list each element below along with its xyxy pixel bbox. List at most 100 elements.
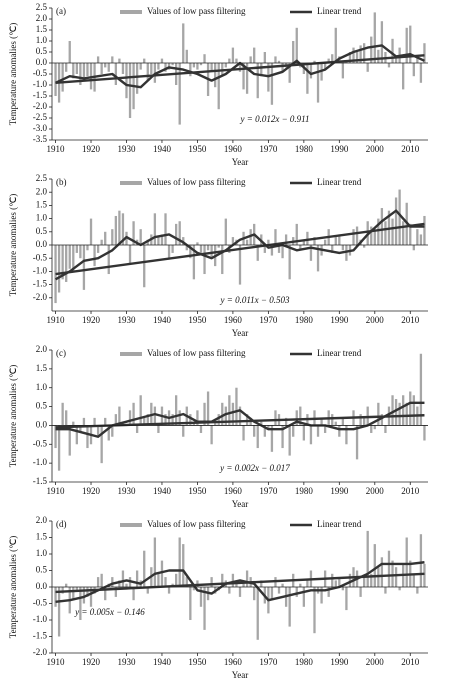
- bar: [238, 63, 242, 72]
- x-tick-label: 2010: [401, 144, 420, 154]
- bar: [402, 63, 405, 90]
- bar: [348, 52, 352, 63]
- bar: [89, 218, 93, 245]
- bar: [196, 410, 199, 426]
- y-tick-label: 2.0: [36, 13, 48, 23]
- bar: [104, 63, 107, 68]
- x-tick-label: 2010: [401, 486, 420, 496]
- bar: [377, 49, 380, 63]
- bar: [164, 577, 167, 587]
- equation: y = 0.011x − 0.503: [220, 295, 290, 305]
- y-tick-label: -1.5: [33, 279, 48, 289]
- y-tick-label: -1.5: [33, 631, 48, 641]
- y-tick-label: -2.0: [33, 292, 48, 302]
- x-tick-label: 1920: [82, 144, 101, 154]
- bar: [231, 573, 235, 587]
- bar: [192, 63, 196, 68]
- bar: [143, 58, 146, 63]
- x-tick-label: 1980: [295, 144, 314, 154]
- x-tick-label: 1910: [47, 144, 66, 154]
- bar: [387, 63, 391, 68]
- y-tick-label: 1.0: [36, 35, 48, 45]
- y-tick-label: 1.5: [36, 363, 48, 373]
- bar: [416, 229, 419, 245]
- bar: [128, 63, 132, 118]
- bar: [100, 63, 103, 74]
- x-tick-label: 1990: [330, 315, 349, 325]
- bar: [323, 425, 327, 433]
- bar: [139, 229, 142, 245]
- bar: [423, 43, 426, 63]
- bar: [203, 245, 206, 275]
- x-tick-label: 1930: [117, 657, 136, 667]
- bar: [96, 577, 100, 587]
- bar: [189, 245, 192, 259]
- panel-label: (a): [56, 6, 66, 16]
- bar: [182, 425, 185, 437]
- bar: [93, 417, 96, 426]
- x-tick-label: 1920: [82, 486, 101, 496]
- bar: [121, 213, 125, 245]
- bar: [157, 425, 160, 433]
- bar: [366, 530, 369, 587]
- bar: [150, 63, 153, 74]
- x-tick-label: 1940: [153, 315, 172, 325]
- bar: [174, 395, 178, 426]
- x-tick-label: 1960: [224, 657, 243, 667]
- bar: [79, 587, 82, 620]
- legend-label: Values of low pass filtering: [147, 177, 246, 187]
- bar: [359, 414, 362, 426]
- bar: [316, 245, 320, 272]
- x-tick-label: 1950: [188, 486, 207, 496]
- bar: [72, 421, 75, 426]
- bar: [334, 580, 337, 587]
- bar: [107, 425, 110, 441]
- bar: [114, 63, 118, 85]
- y-axis-label: Temperature anomalies (℃): [8, 23, 18, 125]
- bar: [292, 425, 295, 437]
- bar: [54, 587, 57, 607]
- x-tick-label: 1970: [259, 486, 278, 496]
- legend-label: Linear trend: [317, 177, 362, 187]
- bar: [242, 63, 245, 90]
- bar: [256, 425, 259, 449]
- bar: [373, 544, 376, 587]
- legend-label: Linear trend: [317, 6, 362, 16]
- bar: [203, 54, 206, 63]
- bar: [281, 583, 284, 587]
- bar: [345, 587, 348, 611]
- bar: [118, 210, 121, 245]
- bar: [196, 580, 199, 587]
- bar: [384, 221, 387, 245]
- bar: [178, 63, 181, 125]
- bar: [316, 63, 320, 103]
- line: [55, 54, 425, 84]
- bar: [309, 245, 313, 261]
- x-axis-label: Year: [232, 670, 249, 680]
- bar: [242, 583, 245, 587]
- bar: [54, 63, 57, 96]
- y-tick-label: -1.5: [33, 90, 48, 100]
- bar: [217, 63, 220, 110]
- bar: [160, 234, 164, 245]
- bar: [253, 587, 256, 601]
- bar: [72, 587, 75, 601]
- y-tick-label: 1.0: [36, 213, 48, 223]
- bar: [277, 245, 281, 253]
- bar: [256, 63, 259, 99]
- bar: [366, 63, 369, 72]
- x-tick-label: 1980: [295, 315, 314, 325]
- y-tick-label: -0.5: [33, 598, 48, 608]
- bar: [111, 577, 114, 587]
- bar: [121, 570, 125, 587]
- x-tick-label: 1910: [47, 657, 66, 667]
- bar: [210, 425, 213, 445]
- bar: [160, 58, 164, 63]
- y-tick-label: -1.0: [33, 614, 48, 624]
- bar: [270, 63, 274, 105]
- bar: [370, 573, 373, 587]
- equation: y = 0.002x − 0.017: [219, 463, 290, 473]
- bar: [104, 417, 107, 426]
- x-tick-label: 2000: [366, 657, 385, 667]
- x-tick-label: 1910: [47, 315, 66, 325]
